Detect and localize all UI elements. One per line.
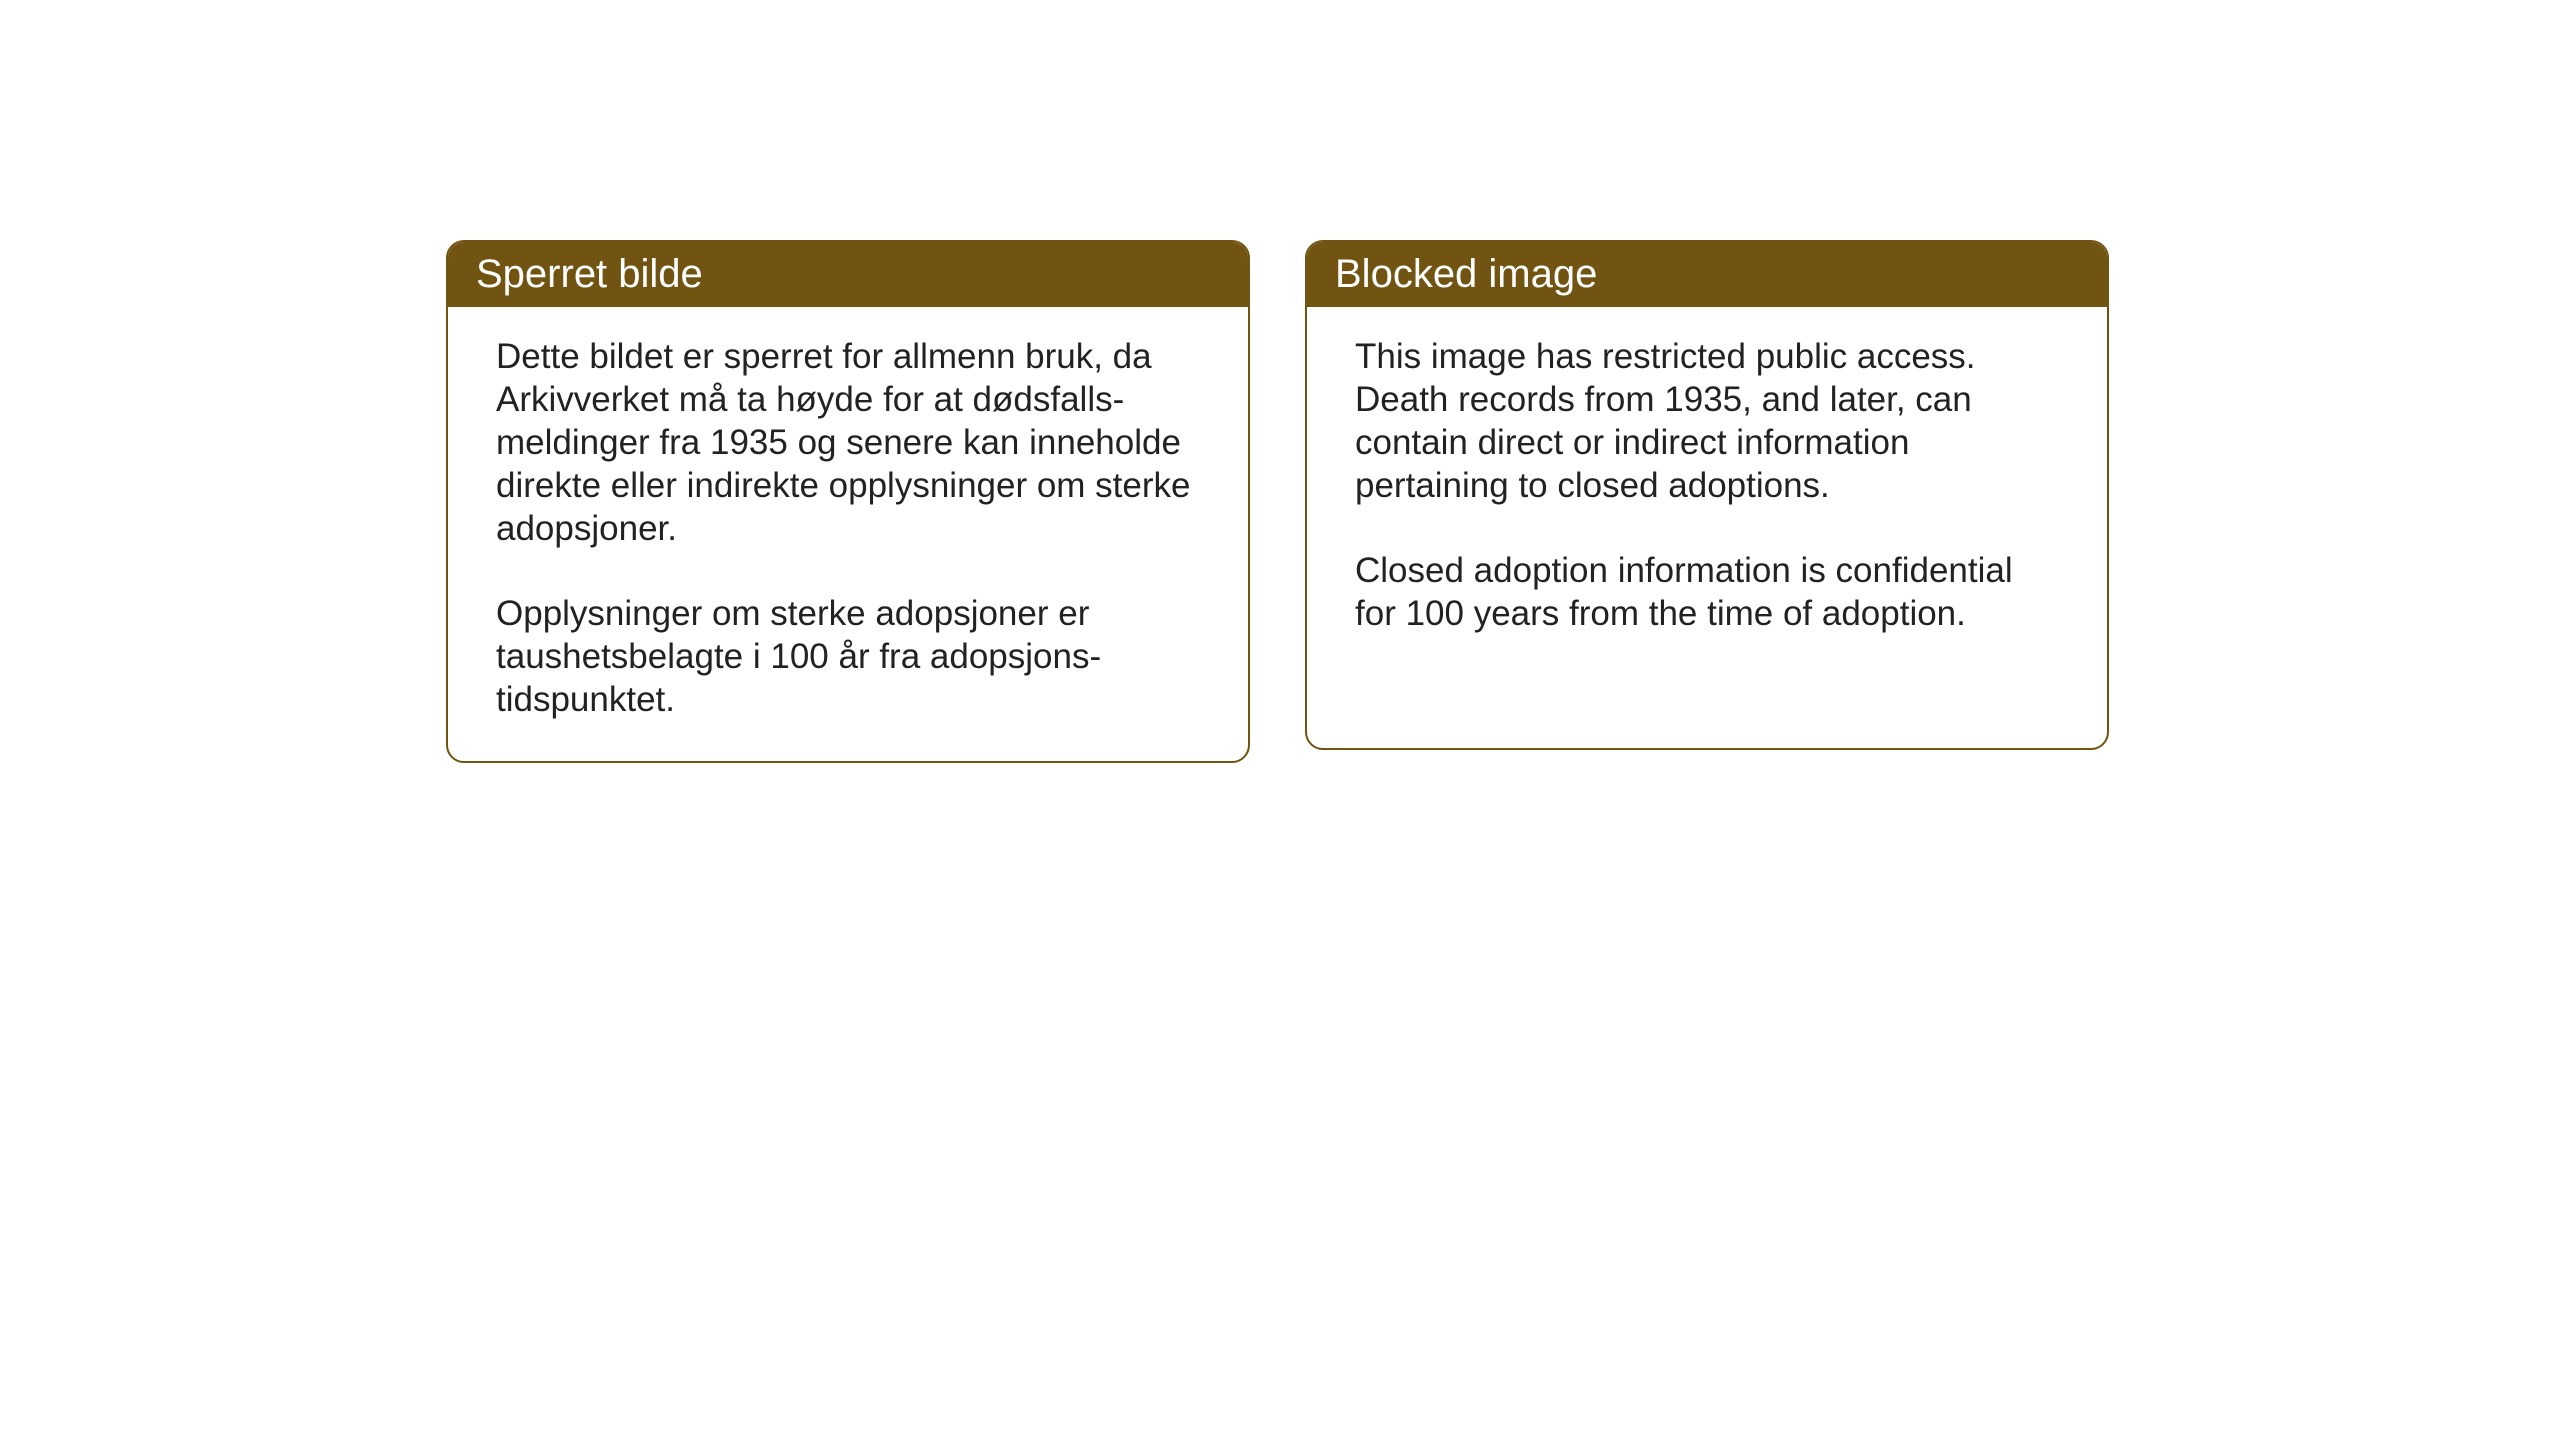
card-paragraph: Closed adoption information is confident… (1355, 549, 2059, 635)
card-header-english: Blocked image (1307, 242, 2107, 307)
notice-card-norwegian: Sperret bilde Dette bildet er sperret fo… (446, 240, 1250, 763)
card-header-norwegian: Sperret bilde (448, 242, 1248, 307)
card-paragraph: This image has restricted public access.… (1355, 335, 2059, 507)
notice-card-english: Blocked image This image has restricted … (1305, 240, 2109, 750)
notice-cards-container: Sperret bilde Dette bildet er sperret fo… (446, 240, 2109, 763)
card-paragraph: Dette bildet er sperret for allmenn bruk… (496, 335, 1200, 550)
card-paragraph: Opplysninger om sterke adopsjoner er tau… (496, 592, 1200, 721)
card-body-english: This image has restricted public access.… (1307, 307, 2107, 675)
card-body-norwegian: Dette bildet er sperret for allmenn bruk… (448, 307, 1248, 761)
